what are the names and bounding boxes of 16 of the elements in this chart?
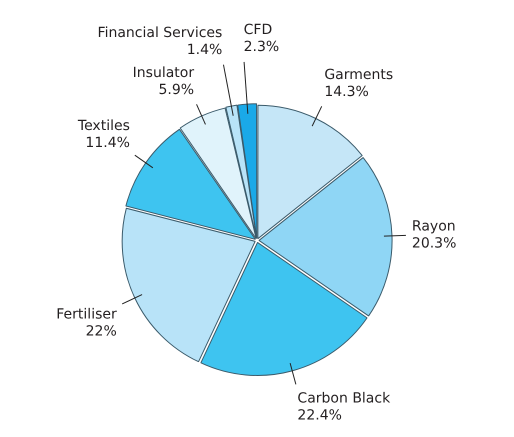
slice-label: Financial Services [98,24,222,41]
data-label: 2.3% [244,39,280,56]
data-label: 5.9% [158,82,194,98]
data-label: 14.3% [324,84,369,100]
slice-label: CFD [244,22,272,38]
slice-label: Carbon Black [297,390,392,406]
data-label: 1.4% [186,42,222,58]
data-label: 11.4% [85,134,130,151]
slice-label: Rayon [412,218,456,234]
slice-label: Textiles [76,118,130,134]
data-label: 22% [86,324,117,340]
slice-label: Garments [324,67,394,84]
data-label: 22.4% [297,407,342,424]
slice-label: Insulator [132,64,194,81]
slice-label: Fertiliser [56,306,117,323]
data-label: 20.3% [412,235,456,252]
